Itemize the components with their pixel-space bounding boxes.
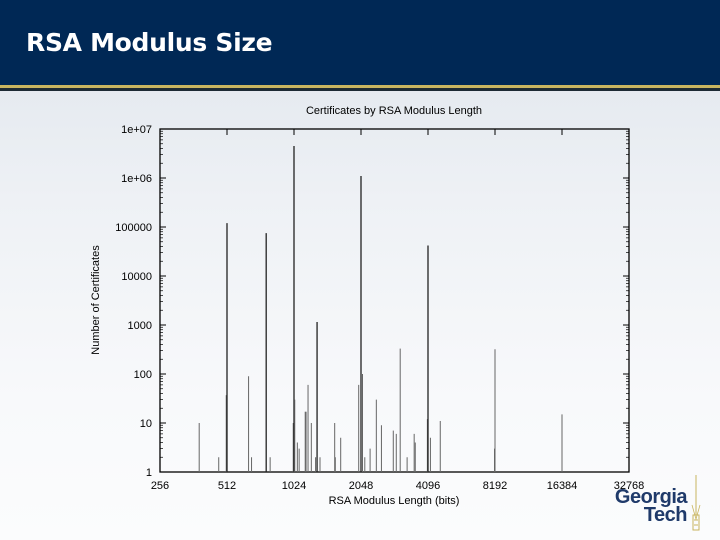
y-tick-label: 1 <box>146 467 152 479</box>
logo-georgia: Georgia <box>614 486 688 508</box>
y-axis-ticks: 1 10 100 1000 10000 100000 1e+06 1e+07 <box>115 124 629 479</box>
y-tick-label: 1000 <box>128 320 152 332</box>
y-tick-label: 10 <box>140 418 152 430</box>
y-tick-label: 1e+07 <box>121 124 152 136</box>
x-tick-label: 256 <box>151 480 169 492</box>
chart-title: Certificates by RSA Modulus Length <box>306 105 482 117</box>
x-tick-label: 512 <box>218 480 236 492</box>
bars <box>198 145 563 472</box>
dark-stripe <box>0 88 720 91</box>
slide-header: RSA Modulus Size <box>0 0 720 85</box>
x-axis-label: RSA Modulus Length (bits) <box>329 495 460 507</box>
tower-icon <box>691 475 701 531</box>
y-tick-label: 10000 <box>121 271 152 283</box>
gold-stripe <box>0 85 720 88</box>
slide-title: RSA Modulus Size <box>26 28 273 57</box>
x-tick-label: 8192 <box>483 480 507 492</box>
y-tick-label: 100 <box>134 369 152 381</box>
x-axis-ticks: 256 512 1024 2048 4096 8192 16384 32768 <box>151 129 644 492</box>
logo-tech: Tech <box>643 504 688 526</box>
y-tick-label: 100000 <box>115 222 152 234</box>
x-tick-label: 2048 <box>349 480 373 492</box>
georgia-tech-logo: Georgia Tech <box>614 475 707 535</box>
x-tick-label: 1024 <box>282 480 306 492</box>
x-tick-label: 32768 <box>614 480 645 492</box>
plot-frame <box>159 128 630 473</box>
x-tick-label: 4096 <box>416 480 440 492</box>
y-tick-label: 1e+06 <box>121 173 152 185</box>
y-axis-label: Number of Certificates <box>90 245 102 355</box>
x-tick-label: 16384 <box>547 480 578 492</box>
